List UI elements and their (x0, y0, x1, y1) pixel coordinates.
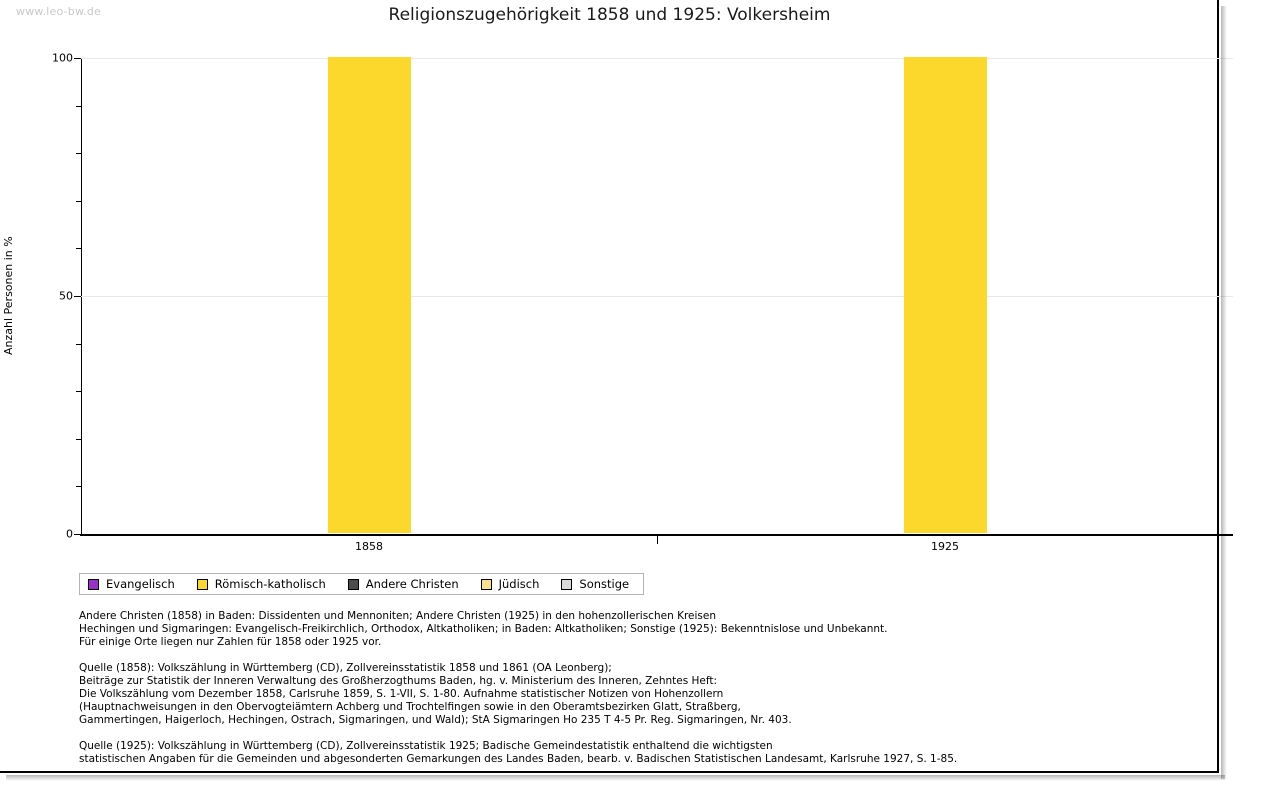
footnote-line: statistischen Angaben für die Gemeinden … (79, 753, 958, 765)
y-axis-tick-minor (76, 200, 81, 202)
legend-swatch-icon (561, 578, 573, 590)
footnote-source-1925: Quelle (1925): Volkszählung in Württembe… (79, 740, 957, 766)
plot-area: 0 50 100 1858 1925 (52, 52, 1233, 553)
legend-swatch-icon (88, 578, 99, 590)
y-axis-tick-minor (76, 486, 81, 488)
y-axis-tick-minor (76, 248, 81, 250)
footnote-line: Für einige Orte liegen nur Zahlen für 18… (79, 636, 382, 648)
legend-label: Jüdisch (498, 577, 540, 591)
watermark-label: www.leo-bw.de (16, 5, 102, 18)
x-axis-tick-label: 1858 (355, 540, 383, 553)
footnote-line: (Hauptnachweisungen in den Obervogteiämt… (79, 701, 741, 713)
footnote-line: Quelle (1925): Volkszählung in Württembe… (79, 740, 773, 752)
footnote-definitions: Andere Christen (1858) in Baden: Disside… (79, 610, 887, 649)
x-axis-tick-label: 1925 (931, 540, 959, 553)
page-title: Religionszugehörigkeit 1858 und 1925: Vo… (388, 5, 831, 25)
y-axis-tick-minor (76, 391, 81, 393)
y-axis-tick-major (74, 58, 81, 59)
legend-label: Römisch-katholisch (214, 577, 326, 591)
legend-swatch-icon (347, 578, 359, 590)
y-axis-tick-major (74, 534, 81, 535)
y-axis-tick-label: 100 (52, 51, 73, 65)
legend-item[interactable]: Jüdisch (480, 577, 540, 591)
y-axis-tick-minor (76, 343, 81, 345)
footnote-line: Die Volkszählung vom Dezember 1858, Carl… (79, 688, 724, 700)
x-axis-line (80, 534, 1233, 536)
footnote-line: Hechingen und Sigmaringen: Evangelisch-F… (79, 623, 888, 635)
legend-item[interactable]: Evangelisch (88, 577, 175, 591)
footnote-line: Gammertingen, Haigerloch, Hechingen, Ost… (79, 714, 792, 726)
footnote-line: Quelle (1858): Volkszählung in Württembe… (79, 662, 612, 674)
legend-label: Evangelisch (106, 577, 175, 591)
x-axis-tick (657, 536, 658, 544)
legend-item[interactable]: Andere Christen (347, 577, 459, 591)
y-axis-tick-major (74, 296, 81, 297)
legend-label: Sonstige (579, 577, 630, 591)
gridline (81, 296, 1233, 297)
legend-label: Andere Christen (365, 577, 459, 591)
bar[interactable] (327, 57, 411, 533)
footnote-line: Andere Christen (1858) in Baden: Disside… (79, 610, 716, 622)
chart-legend[interactable]: Evangelisch Römisch-katholisch Andere Chri… (79, 573, 645, 595)
legend-swatch-icon (480, 578, 492, 590)
y-axis-tick-minor (76, 438, 81, 440)
y-axis-tick-label: 50 (59, 289, 73, 303)
footnote-source-1858: Quelle (1858): Volkszählung in Württembe… (79, 662, 792, 727)
legend-swatch-icon (196, 578, 208, 590)
chart-card: www.leo-bw.de Religionszugehörigkeit 185… (0, 0, 1233, 773)
legend-item[interactable]: Sonstige (561, 577, 629, 591)
footnote-line: Beiträge zur Statistik der Inneren Verwa… (79, 675, 718, 687)
bar[interactable] (903, 57, 987, 533)
y-axis-tick-minor (76, 153, 81, 155)
y-axis-tick-label: 0 (66, 527, 73, 541)
legend-item[interactable]: Römisch-katholisch (196, 577, 326, 591)
card-shadow-right (1221, 6, 1227, 779)
y-axis-tick-minor (76, 105, 81, 107)
card-shadow-bottom (6, 775, 1225, 781)
gridline (81, 58, 1233, 59)
